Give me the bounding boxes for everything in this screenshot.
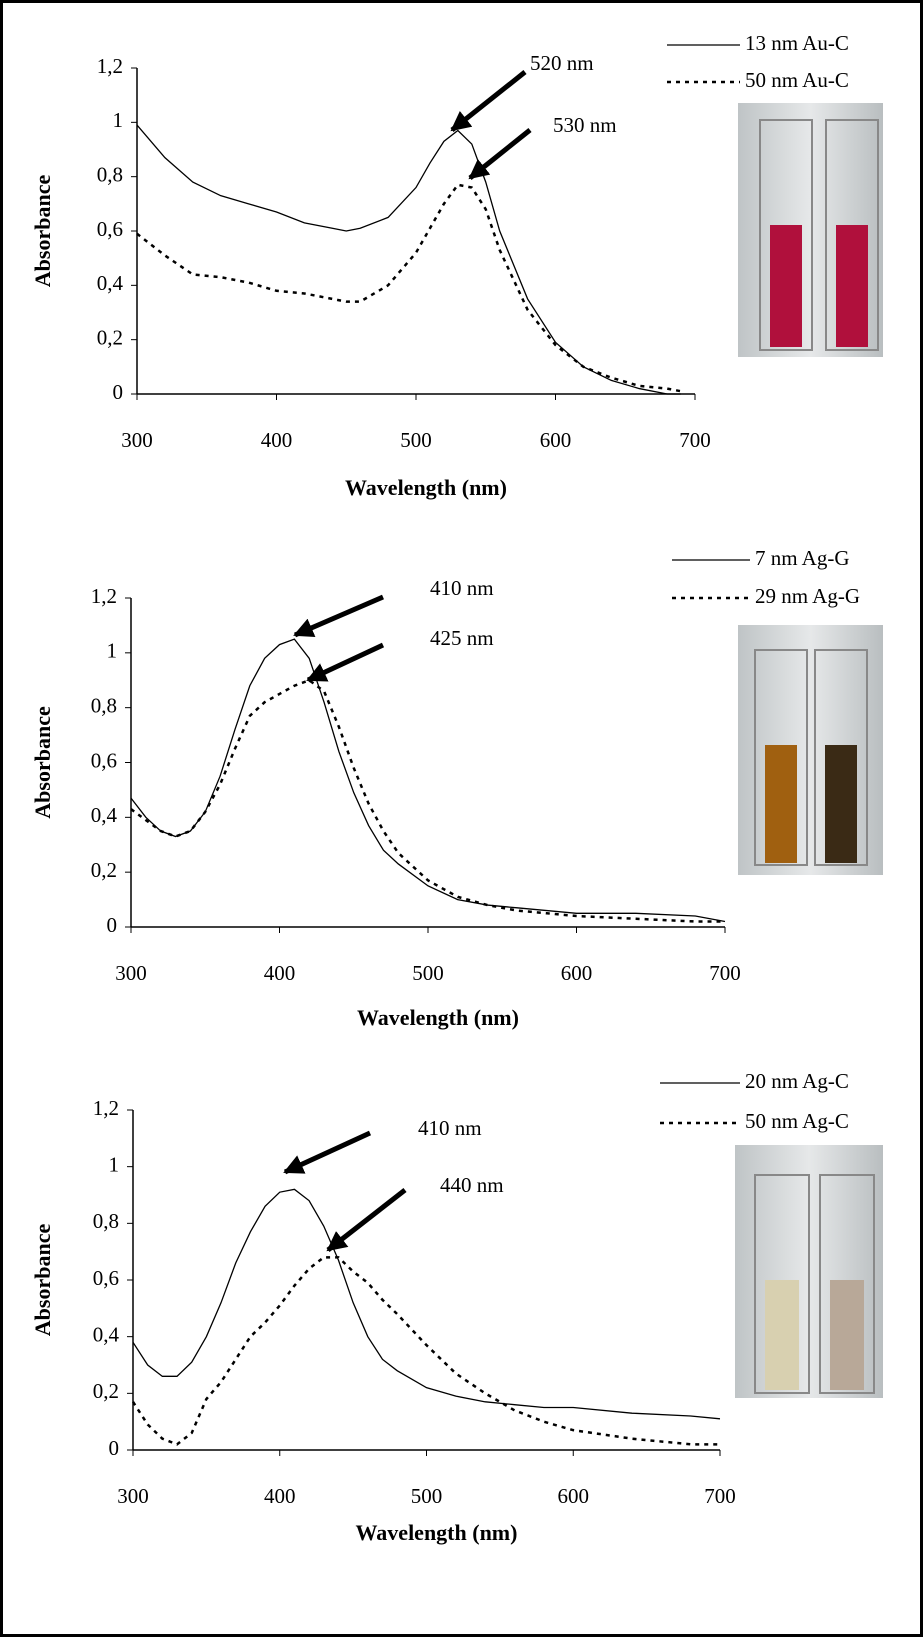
x-axis-title: Wavelength (nm)	[357, 1005, 519, 1030]
line-series	[136, 124, 682, 395]
y-tick-label: 0,6	[93, 1266, 119, 1290]
y-tick-label: 1	[109, 1152, 120, 1176]
legend-label: 29 nm Ag-G	[755, 584, 860, 608]
y-axis-title: Absorbance	[30, 1224, 55, 1337]
annotation-arrow	[306, 642, 385, 683]
x-tick-label: 700	[709, 961, 741, 985]
legend-label: 7 nm Ag-G	[755, 546, 850, 570]
y-tick-label: 1,2	[91, 584, 117, 608]
y-tick-label: 0	[107, 913, 118, 937]
y-tick-label: 0,2	[93, 1379, 119, 1403]
y-tick-label: 0,6	[97, 217, 123, 241]
line-series	[130, 638, 726, 923]
annotation-arrow	[293, 594, 384, 638]
x-tick-label: 500	[412, 961, 444, 985]
x-tick-label: 400	[264, 961, 296, 985]
x-tick-label: 400	[261, 428, 293, 452]
annotation-arrow	[283, 1130, 372, 1175]
x-tick-label: 700	[704, 1484, 736, 1508]
x-tick-label: 400	[264, 1484, 296, 1508]
y-tick-label: 1,2	[93, 1096, 119, 1120]
legend-label: 20 nm Ag-C	[745, 1069, 849, 1093]
legend-label: 13 nm Au-C	[745, 31, 849, 55]
annotation-arrow	[468, 128, 532, 180]
x-tick-label: 300	[121, 428, 153, 452]
photo	[738, 625, 883, 875]
y-tick-label: 0,8	[93, 1209, 119, 1233]
y-tick-label: 0,8	[91, 693, 117, 717]
x-axis-title: Wavelength (nm)	[345, 475, 507, 500]
x-tick-label: 300	[115, 961, 147, 985]
y-axis-title: Absorbance	[30, 706, 55, 819]
photo	[738, 103, 883, 357]
x-tick-label: 700	[679, 428, 711, 452]
x-tick-label: 500	[411, 1484, 443, 1508]
legend-label: 50 nm Au-C	[745, 68, 849, 92]
y-tick-label: 1	[107, 639, 118, 663]
y-tick-label: 0,4	[91, 803, 118, 827]
x-axis-title: Wavelength (nm)	[356, 1520, 518, 1545]
x-tick-label: 600	[558, 1484, 590, 1508]
annotation: 440 nm	[440, 1173, 504, 1197]
legend-label: 50 nm Ag-C	[745, 1109, 849, 1133]
annotation: 520 nm	[530, 51, 594, 75]
line-series	[132, 1188, 721, 1420]
y-tick-label: 1	[113, 108, 124, 132]
y-tick-label: 0,6	[91, 748, 117, 772]
y-tick-label: 0,4	[97, 271, 124, 295]
annotation-arrow	[326, 1188, 407, 1252]
y-tick-label: 0,2	[97, 325, 123, 349]
line-series	[131, 1256, 720, 1446]
y-tick-label: 1,2	[97, 54, 123, 78]
y-tick-label: 0	[109, 1436, 120, 1460]
annotation-arrow	[450, 70, 527, 132]
y-tick-label: 0,8	[97, 162, 123, 186]
y-axis-title: Absorbance	[30, 175, 55, 288]
x-tick-label: 300	[117, 1484, 149, 1508]
annotation: 410 nm	[418, 1116, 482, 1140]
annotation: 410 nm	[430, 576, 494, 600]
y-tick-label: 0	[113, 380, 124, 404]
annotation: 530 nm	[553, 113, 617, 137]
line-series	[136, 183, 682, 393]
x-tick-label: 600	[540, 428, 572, 452]
photo	[735, 1145, 883, 1398]
x-tick-label: 500	[400, 428, 432, 452]
annotation: 425 nm	[430, 626, 494, 650]
y-tick-label: 0,4	[93, 1322, 120, 1346]
y-tick-label: 0,2	[91, 858, 117, 882]
line-series	[130, 678, 725, 923]
x-tick-label: 600	[561, 961, 593, 985]
